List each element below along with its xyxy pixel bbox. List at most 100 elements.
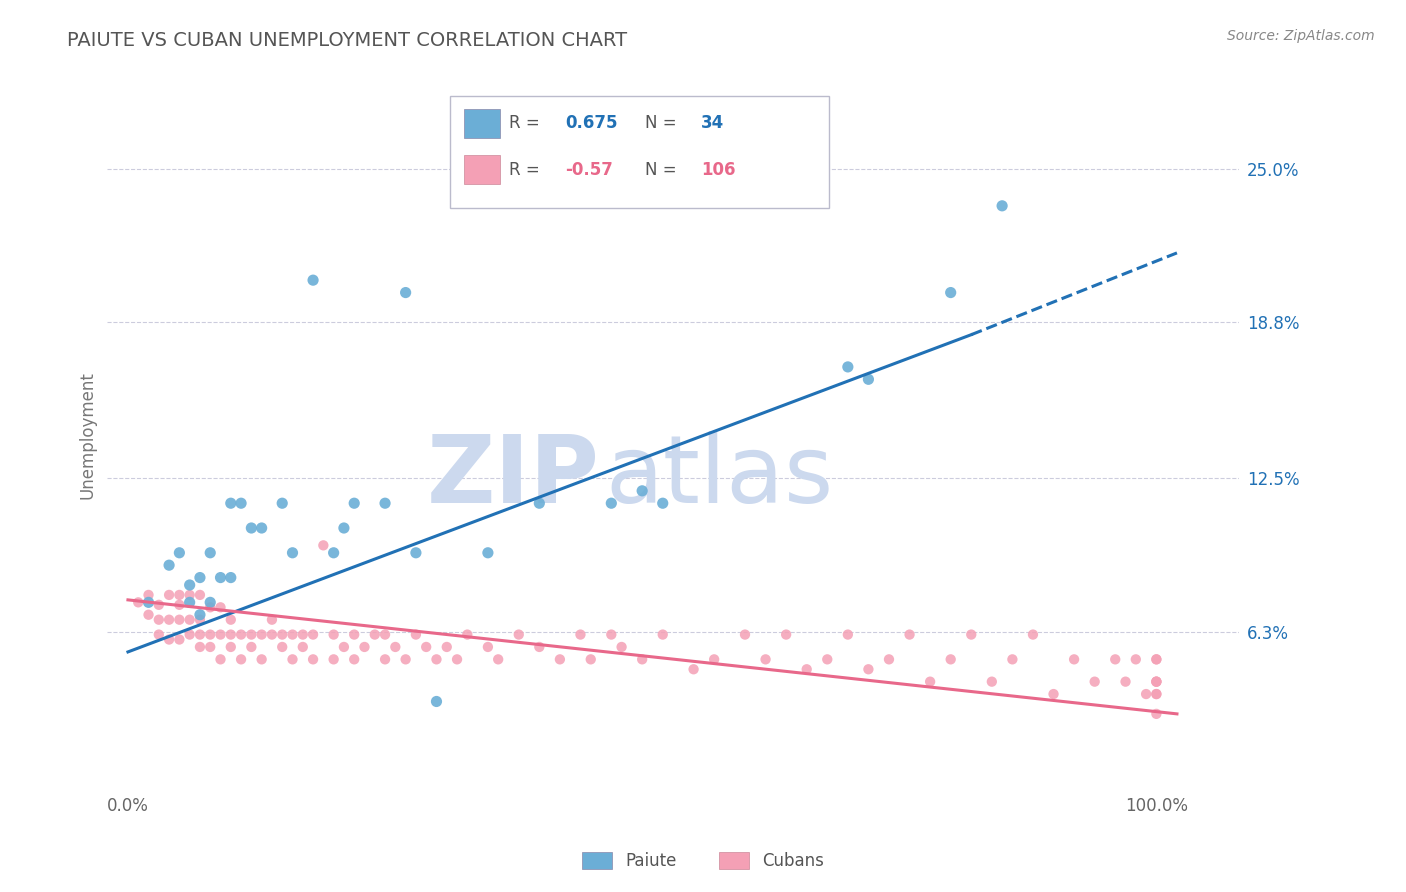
Point bbox=[343, 496, 366, 510]
Point bbox=[703, 652, 725, 666]
Point bbox=[188, 627, 211, 641]
Point bbox=[333, 521, 356, 535]
Point bbox=[755, 652, 778, 666]
Point bbox=[384, 640, 406, 654]
Text: Source: ZipAtlas.com: Source: ZipAtlas.com bbox=[1227, 29, 1375, 43]
Point bbox=[281, 546, 304, 560]
Point bbox=[1104, 652, 1126, 666]
Point bbox=[486, 652, 509, 666]
Point bbox=[148, 627, 170, 641]
Point bbox=[343, 627, 366, 641]
Point bbox=[837, 359, 859, 374]
Point bbox=[394, 285, 416, 300]
Point bbox=[920, 674, 942, 689]
Point bbox=[127, 595, 149, 609]
Point bbox=[446, 652, 468, 666]
Text: 34: 34 bbox=[702, 114, 724, 132]
Text: ZIP: ZIP bbox=[426, 432, 599, 524]
Point bbox=[651, 627, 673, 641]
Point bbox=[477, 546, 499, 560]
Point bbox=[436, 640, 458, 654]
Legend: Paiute, Cubans: Paiute, Cubans bbox=[575, 845, 831, 877]
Point bbox=[200, 640, 222, 654]
Point bbox=[200, 600, 222, 615]
Point bbox=[188, 613, 211, 627]
Point bbox=[179, 578, 201, 592]
Point bbox=[271, 496, 294, 510]
Point bbox=[240, 640, 263, 654]
Point bbox=[939, 285, 962, 300]
Point bbox=[600, 496, 623, 510]
Point bbox=[281, 627, 304, 641]
Point bbox=[169, 588, 191, 602]
Point bbox=[250, 521, 273, 535]
Point bbox=[200, 546, 222, 560]
Point bbox=[569, 627, 592, 641]
Point bbox=[148, 598, 170, 612]
Text: N =: N = bbox=[645, 114, 682, 132]
FancyBboxPatch shape bbox=[464, 154, 501, 185]
Point bbox=[1144, 652, 1167, 666]
Point bbox=[508, 627, 530, 641]
Point bbox=[188, 588, 211, 602]
Point bbox=[322, 627, 344, 641]
Point bbox=[312, 538, 335, 552]
Point bbox=[322, 546, 344, 560]
Point bbox=[148, 613, 170, 627]
Point bbox=[229, 627, 252, 641]
Point bbox=[1084, 674, 1107, 689]
Point bbox=[138, 607, 160, 622]
Point bbox=[610, 640, 633, 654]
Text: 106: 106 bbox=[702, 161, 735, 179]
Point bbox=[1144, 687, 1167, 701]
Y-axis label: Unemployment: Unemployment bbox=[79, 371, 96, 499]
Point bbox=[374, 627, 396, 641]
Point bbox=[271, 640, 294, 654]
Point bbox=[250, 627, 273, 641]
Point bbox=[188, 570, 211, 584]
Point bbox=[815, 652, 838, 666]
Point bbox=[260, 613, 283, 627]
Point bbox=[1144, 674, 1167, 689]
Point bbox=[1001, 652, 1024, 666]
Point bbox=[1063, 652, 1085, 666]
Point bbox=[898, 627, 921, 641]
Point bbox=[219, 640, 242, 654]
Point bbox=[1125, 652, 1147, 666]
Point bbox=[1135, 687, 1157, 701]
Point bbox=[322, 652, 344, 666]
Point bbox=[734, 627, 756, 641]
Point bbox=[1042, 687, 1064, 701]
Point bbox=[179, 595, 201, 609]
Point bbox=[157, 632, 180, 647]
Point bbox=[374, 496, 396, 510]
Text: R =: R = bbox=[509, 114, 546, 132]
Text: -0.57: -0.57 bbox=[565, 161, 613, 179]
Point bbox=[209, 570, 232, 584]
Point bbox=[138, 595, 160, 609]
Point bbox=[169, 598, 191, 612]
Point bbox=[858, 662, 880, 676]
Point bbox=[333, 640, 356, 654]
Point bbox=[405, 546, 427, 560]
Point bbox=[179, 627, 201, 641]
Point bbox=[179, 613, 201, 627]
Point bbox=[209, 600, 232, 615]
Point bbox=[775, 627, 797, 641]
Point bbox=[240, 521, 263, 535]
Point bbox=[260, 627, 283, 641]
Point bbox=[1144, 674, 1167, 689]
Point bbox=[374, 652, 396, 666]
Point bbox=[240, 627, 263, 641]
Point bbox=[169, 546, 191, 560]
Point bbox=[169, 632, 191, 647]
Point bbox=[529, 640, 551, 654]
Point bbox=[200, 595, 222, 609]
Point bbox=[219, 496, 242, 510]
Point bbox=[477, 640, 499, 654]
Point bbox=[138, 588, 160, 602]
Text: R =: R = bbox=[509, 161, 546, 179]
Point bbox=[529, 496, 551, 510]
Point bbox=[209, 627, 232, 641]
Point bbox=[188, 607, 211, 622]
